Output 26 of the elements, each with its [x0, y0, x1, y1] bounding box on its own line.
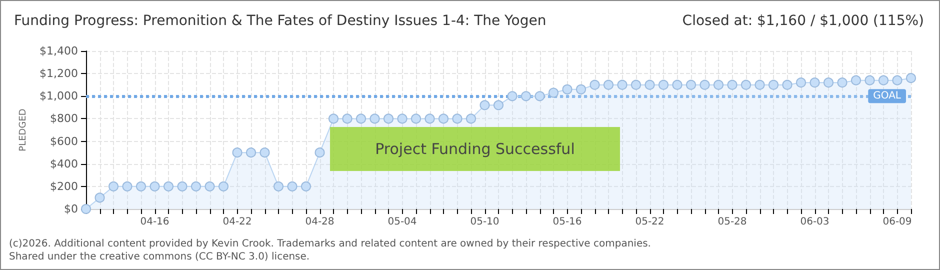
y-tick-label: $1,200	[40, 67, 78, 80]
text: (c)2026. Additional content provided by Kevin Crook. Trademarks and related content are owned by their respective companies.	[9, 238, 651, 250]
y-tick-label: $200	[50, 180, 78, 193]
x-tick-label: 06-03	[800, 216, 830, 228]
annotation: Project Funding Successful	[375, 140, 575, 158]
y-tick-label: $600	[50, 134, 78, 148]
x-tick-label: 06-09	[882, 216, 912, 228]
x-tick-label: 05-10	[470, 216, 500, 228]
y-axis-title: PLEDGED	[18, 108, 28, 152]
banner: Project Funding Successful	[330, 127, 620, 171]
y-tick-label: $400	[50, 157, 78, 170]
chart-subtitle: Closed at: $1,160 / $1,000 (115%)	[682, 13, 924, 29]
chart-title: Funding Progress: Premonition & The Fates of Destiny Issues 1-4: The Yogen	[14, 13, 546, 29]
x-tick-label: 05-04	[388, 216, 417, 228]
x-tick-label: 05-22	[635, 216, 664, 228]
y-tick-label: $800	[50, 112, 78, 126]
x-tick-label: 05-28	[718, 216, 747, 228]
x-tick-label: 04-28	[305, 216, 334, 228]
y-tick-label: $1,000	[40, 90, 78, 103]
text: Shared under the creative commons (CC BY-NC 3.0) license.	[9, 252, 310, 262]
x-tick-label: 04-16	[140, 216, 170, 228]
y-tick-label: $1,400	[40, 44, 78, 58]
x-tick-label: 05-16	[552, 216, 582, 228]
x-tick-label: 04-22	[222, 216, 252, 228]
y-tick-label: $0	[64, 202, 78, 216]
ref-line-label: GOAL	[873, 90, 902, 102]
